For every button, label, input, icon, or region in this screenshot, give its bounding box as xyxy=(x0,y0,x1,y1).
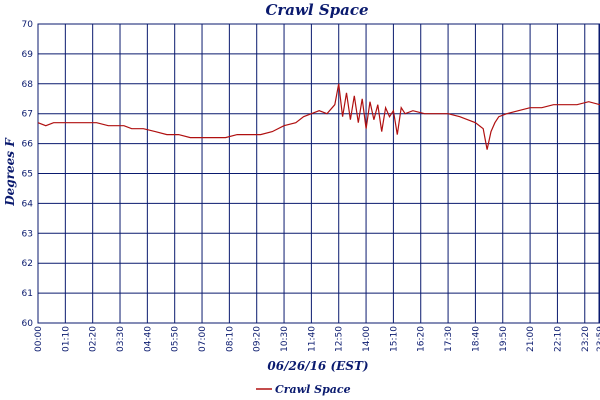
x-tick-label: 15:10 xyxy=(389,326,399,352)
x-tick-label: 11:40 xyxy=(307,326,317,352)
y-tick-label: 60 xyxy=(22,319,34,329)
x-tick-label: 16:20 xyxy=(417,326,427,352)
y-tick-label: 62 xyxy=(22,259,33,269)
x-tick-label: 12:50 xyxy=(335,326,345,352)
x-tick-label: 21:00 xyxy=(526,326,536,352)
y-tick-label: 65 xyxy=(22,170,33,180)
series-layer xyxy=(37,83,600,150)
series-line-0 xyxy=(37,83,600,150)
y-tick-label: 68 xyxy=(22,80,34,90)
x-axis-label: 06/26/16 (EST) xyxy=(267,359,368,373)
x-tick-label: 01:10 xyxy=(61,326,71,352)
x-tick-label: 10:30 xyxy=(280,326,290,352)
x-tick-label: 19:50 xyxy=(499,326,509,352)
x-tick-label: 23:20 xyxy=(581,326,591,352)
legend-label: Crawl Space xyxy=(275,383,351,396)
y-tick-label: 70 xyxy=(22,20,34,30)
x-tick-label: 03:30 xyxy=(116,326,126,352)
y-tick-labels: 60 61 62 63 64 65 66 67 68 69 70 xyxy=(22,20,34,329)
x-tick-label: 17:30 xyxy=(444,326,454,352)
x-tick-label: 04:40 xyxy=(143,326,153,352)
grid xyxy=(37,23,600,324)
y-tick-label: 66 xyxy=(22,140,34,150)
y-tick-label: 69 xyxy=(22,50,34,60)
plot-frame xyxy=(37,23,600,324)
y-tick-label: 64 xyxy=(22,199,34,209)
x-tick-label: 23:59 xyxy=(596,326,600,352)
x-tick-labels: 00:00 01:10 02:20 03:30 04:40 05:50 07:00 08:10… xyxy=(34,326,600,352)
x-tick-label: 18:40 xyxy=(471,326,481,352)
x-tick-label: 00:00 xyxy=(34,326,44,352)
x-tick-label: 05:50 xyxy=(171,326,181,352)
x-tick-label: 07:00 xyxy=(198,326,208,352)
y-tick-label: 67 xyxy=(22,110,33,120)
y-tick-label: 61 xyxy=(22,289,33,299)
y-axis-label: Degrees F xyxy=(3,137,17,207)
x-tick-label: 14:00 xyxy=(362,326,372,352)
x-tick-label: 09:20 xyxy=(253,326,263,352)
y-tick-label: 63 xyxy=(22,229,33,239)
chart-title: Crawl Space xyxy=(265,1,368,19)
x-tick-label: 22:10 xyxy=(553,326,563,352)
x-tick-label: 08:10 xyxy=(225,326,235,352)
x-tick-label: 02:20 xyxy=(89,326,99,352)
